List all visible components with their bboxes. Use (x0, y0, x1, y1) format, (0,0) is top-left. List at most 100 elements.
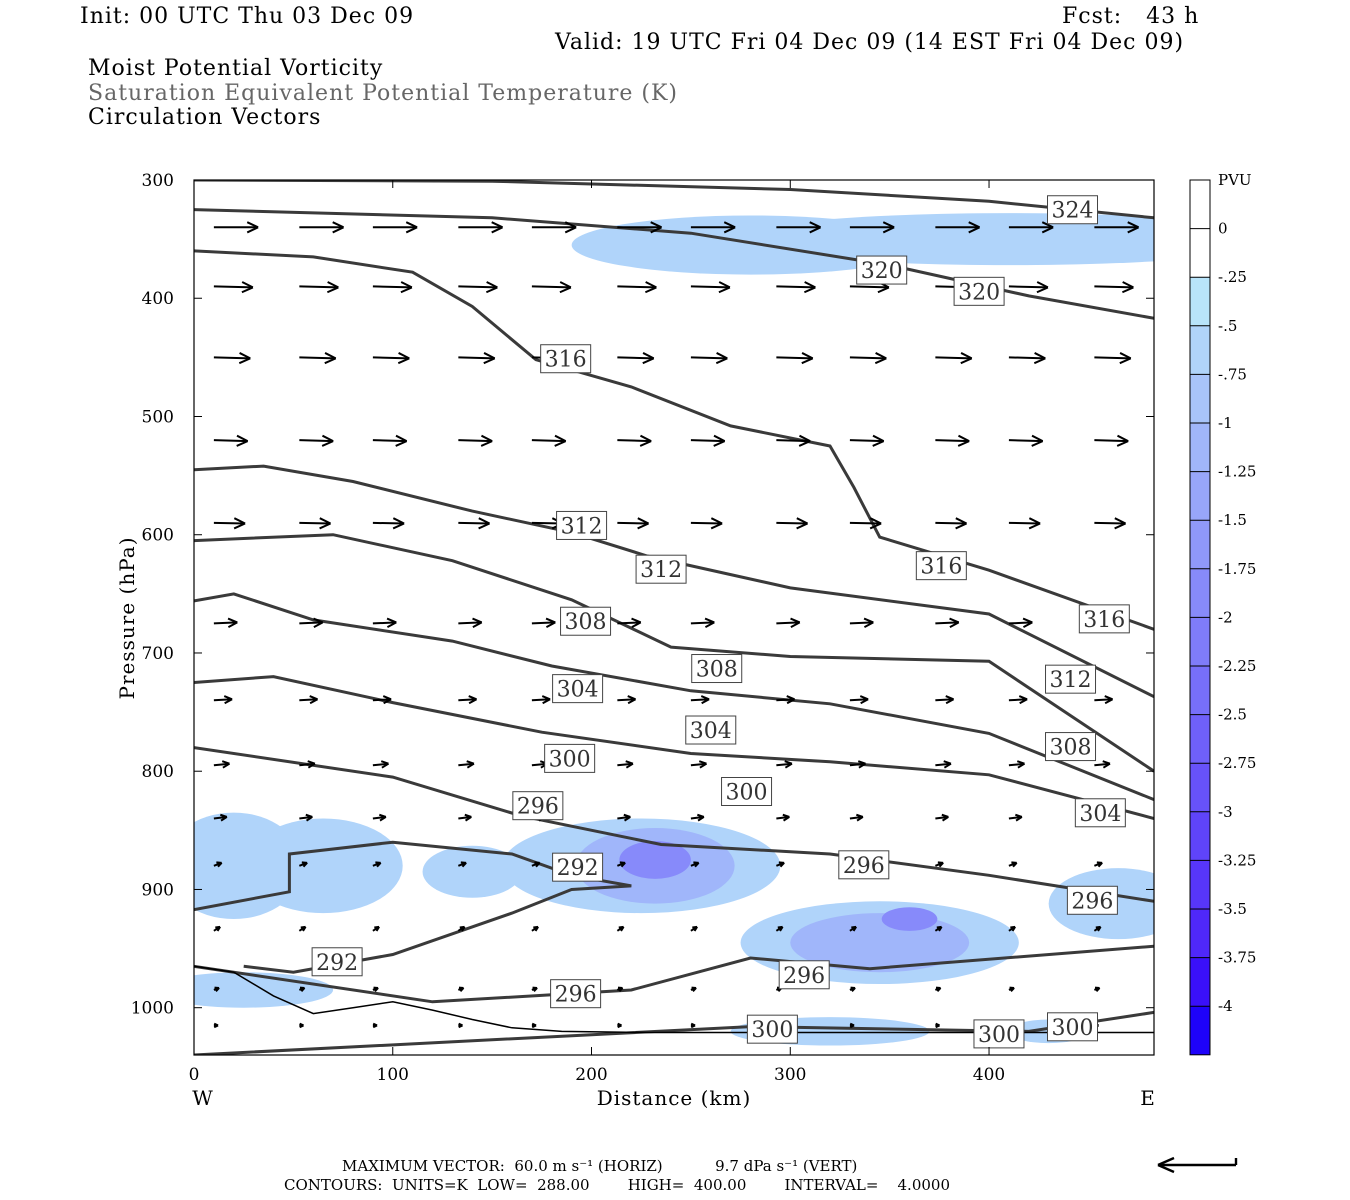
contour-label-300: 300 (973, 1019, 1025, 1049)
svg-text:292: 292 (316, 951, 358, 976)
vector-arrow (690, 352, 728, 365)
vector-arrow (776, 861, 785, 868)
svg-text:308: 308 (1050, 736, 1092, 761)
vector-arrow (617, 617, 642, 628)
colorbar-band (1190, 714, 1210, 764)
colorbar-label: -4 (1218, 997, 1233, 1015)
vector-arrow (776, 617, 801, 628)
colorbar-band (1190, 860, 1210, 909)
max-vector-text: MAXIMUM VECTOR: 60.0 m s⁻¹ (HORIZ) 9.7 d… (342, 1157, 858, 1175)
y-tick-label: 800 (142, 762, 174, 782)
vector-arrow (776, 695, 796, 705)
vector-arrow (372, 925, 380, 932)
vector-arrow (617, 434, 652, 447)
vector-arrow (213, 617, 238, 628)
vector-arrow (849, 434, 885, 447)
contour-label-296: 296 (550, 979, 602, 1009)
vector-arrow (299, 517, 331, 530)
vector-arrow (935, 221, 980, 234)
colorbar-label: -1 (1218, 414, 1233, 432)
colorbar-band (1190, 520, 1210, 569)
colorbar-label: -1.25 (1218, 463, 1256, 481)
vector-arrow (372, 221, 418, 234)
svg-text:300: 300 (726, 781, 768, 806)
vector-arrow (849, 221, 895, 234)
pv-region (881, 907, 938, 931)
vector-arrow (1008, 617, 1033, 628)
vector-arrow (372, 517, 405, 530)
vector-arrow (617, 281, 657, 294)
vector-arrow (849, 925, 857, 932)
vector-arrow (213, 986, 220, 992)
svg-text:316: 316 (545, 348, 587, 373)
vector-arrow (1094, 861, 1103, 868)
vector-arrow (458, 617, 483, 628)
svg-text:296: 296 (783, 964, 825, 989)
vector-arrow (775, 925, 784, 932)
vector-arrow (690, 221, 736, 234)
vector-arrow (458, 695, 478, 705)
vector-arrow (617, 760, 634, 769)
colorbar-label: -3.75 (1218, 949, 1256, 967)
vector-arrow (1008, 760, 1026, 769)
vector-arrow (934, 925, 943, 932)
vector-arrow (458, 434, 493, 447)
x-tick-label: 100 (377, 1065, 409, 1085)
vector-arrow (616, 986, 624, 992)
theta-es-contour-304 (194, 592, 1154, 801)
svg-text:300: 300 (549, 747, 591, 772)
y-tick-label: 400 (142, 289, 174, 309)
colorbar-band (1190, 909, 1210, 958)
colorbar-band (1190, 957, 1210, 1007)
vector-arrow (213, 695, 233, 705)
vector-arrow (776, 352, 814, 365)
svg-text:296: 296 (1071, 889, 1113, 914)
y-tick-label: 1000 (131, 999, 174, 1019)
colorbar-label: -.5 (1218, 317, 1237, 335)
svg-text:320: 320 (861, 259, 903, 284)
vector-arrow (213, 813, 228, 822)
svg-text:296: 296 (555, 983, 597, 1008)
vector-arrow (1008, 221, 1054, 234)
vector-arrow (690, 861, 700, 868)
vector-arrow (1008, 861, 1018, 868)
contour-label-300: 300 (544, 743, 596, 773)
contour-label-312: 312 (635, 554, 687, 584)
x-east-label: E (1140, 1086, 1156, 1110)
svg-text:312: 312 (1050, 668, 1092, 693)
vector-arrow (935, 517, 968, 530)
contour-label-312: 312 (1045, 664, 1097, 694)
contour-label-324: 324 (1047, 195, 1099, 225)
vector-arrow (213, 281, 254, 294)
y-tick-label: 700 (142, 644, 174, 664)
contour-label-296: 296 (778, 960, 830, 990)
valid-time: Valid: 19 UTC Fri 04 Dec 09 (14 EST Fri … (555, 30, 1185, 55)
vector-arrow (690, 281, 731, 294)
vector-arrow (935, 695, 955, 705)
vector-arrow (531, 281, 572, 294)
vector-arrow (531, 925, 539, 932)
colorbar-band (1190, 568, 1210, 618)
colorbar-label: -3 (1218, 803, 1233, 821)
colorbar-band (1190, 423, 1210, 472)
vector-arrow (213, 760, 230, 769)
vector-arrow (1008, 986, 1015, 992)
contour-labels: 324 320 320 316 312 312 316 316 308 308 312 304 304 3… (311, 195, 1130, 1049)
vector-arrow (1008, 352, 1046, 365)
theta-es-contour-300 (194, 675, 1154, 820)
vector-arrow (776, 813, 790, 822)
axes: 0 100 200 300 400 300 400 500 600 700 800 900 1000 (131, 171, 1154, 1085)
vector-arrow (935, 986, 942, 992)
vector-arrow (372, 1022, 378, 1029)
vector-arrow (849, 617, 874, 628)
vector-arrow (299, 434, 334, 447)
contour-label-300: 300 (721, 777, 773, 806)
vector-arrow (690, 695, 710, 705)
vector-arrow (1008, 281, 1049, 294)
colorbar-band (1190, 180, 1210, 229)
vector-arrow (372, 352, 410, 365)
colorbar-band (1190, 666, 1210, 715)
vector-arrow (298, 986, 306, 992)
vector-arrow (1094, 281, 1134, 294)
colorbar-band (1190, 228, 1210, 278)
